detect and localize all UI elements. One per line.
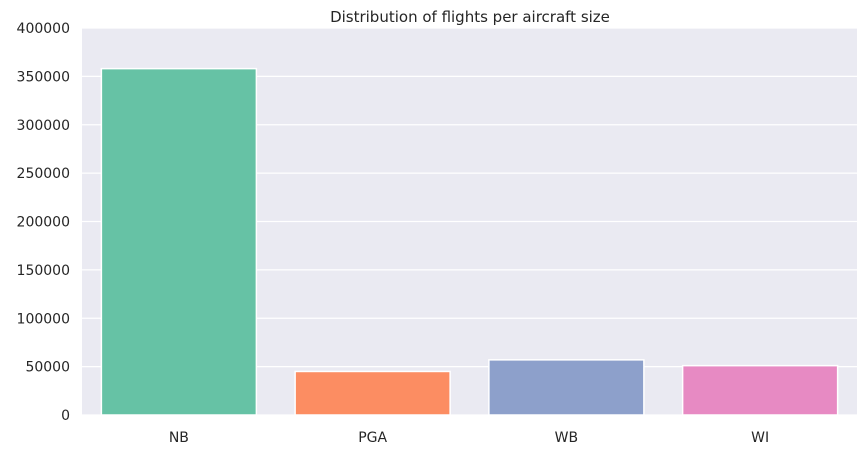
y-tick-label: 150000 [17, 263, 70, 279]
y-tick-label: 350000 [17, 69, 70, 85]
y-tick-label: 250000 [17, 166, 70, 182]
bar-pga [294, 370, 451, 416]
y-axis-ticks: 0 50000 100000 150000 200000 250000 300000 3500… [17, 21, 70, 424]
y-tick-label: 100000 [17, 311, 70, 327]
x-tick-label-wb: WB [555, 430, 578, 446]
bar-nb [100, 67, 258, 416]
y-tick-label: 50000 [25, 360, 70, 376]
y-tick-label: 400000 [17, 21, 70, 37]
chart-title: Distribution of flights per aircraft siz… [330, 8, 610, 26]
y-tick-label: 300000 [17, 118, 70, 134]
y-tick-label: 0 [61, 408, 70, 424]
x-tick-label-wi: WI [751, 430, 769, 446]
x-tick-label-pga: PGA [358, 430, 387, 446]
y-tick-label: 200000 [17, 215, 70, 231]
bar-wi [681, 364, 839, 416]
bars [100, 67, 839, 416]
x-tick-label-nb: NB [169, 430, 189, 446]
bar-wb [488, 359, 645, 416]
x-axis-ticks: NB PGA WB WI [169, 430, 769, 446]
